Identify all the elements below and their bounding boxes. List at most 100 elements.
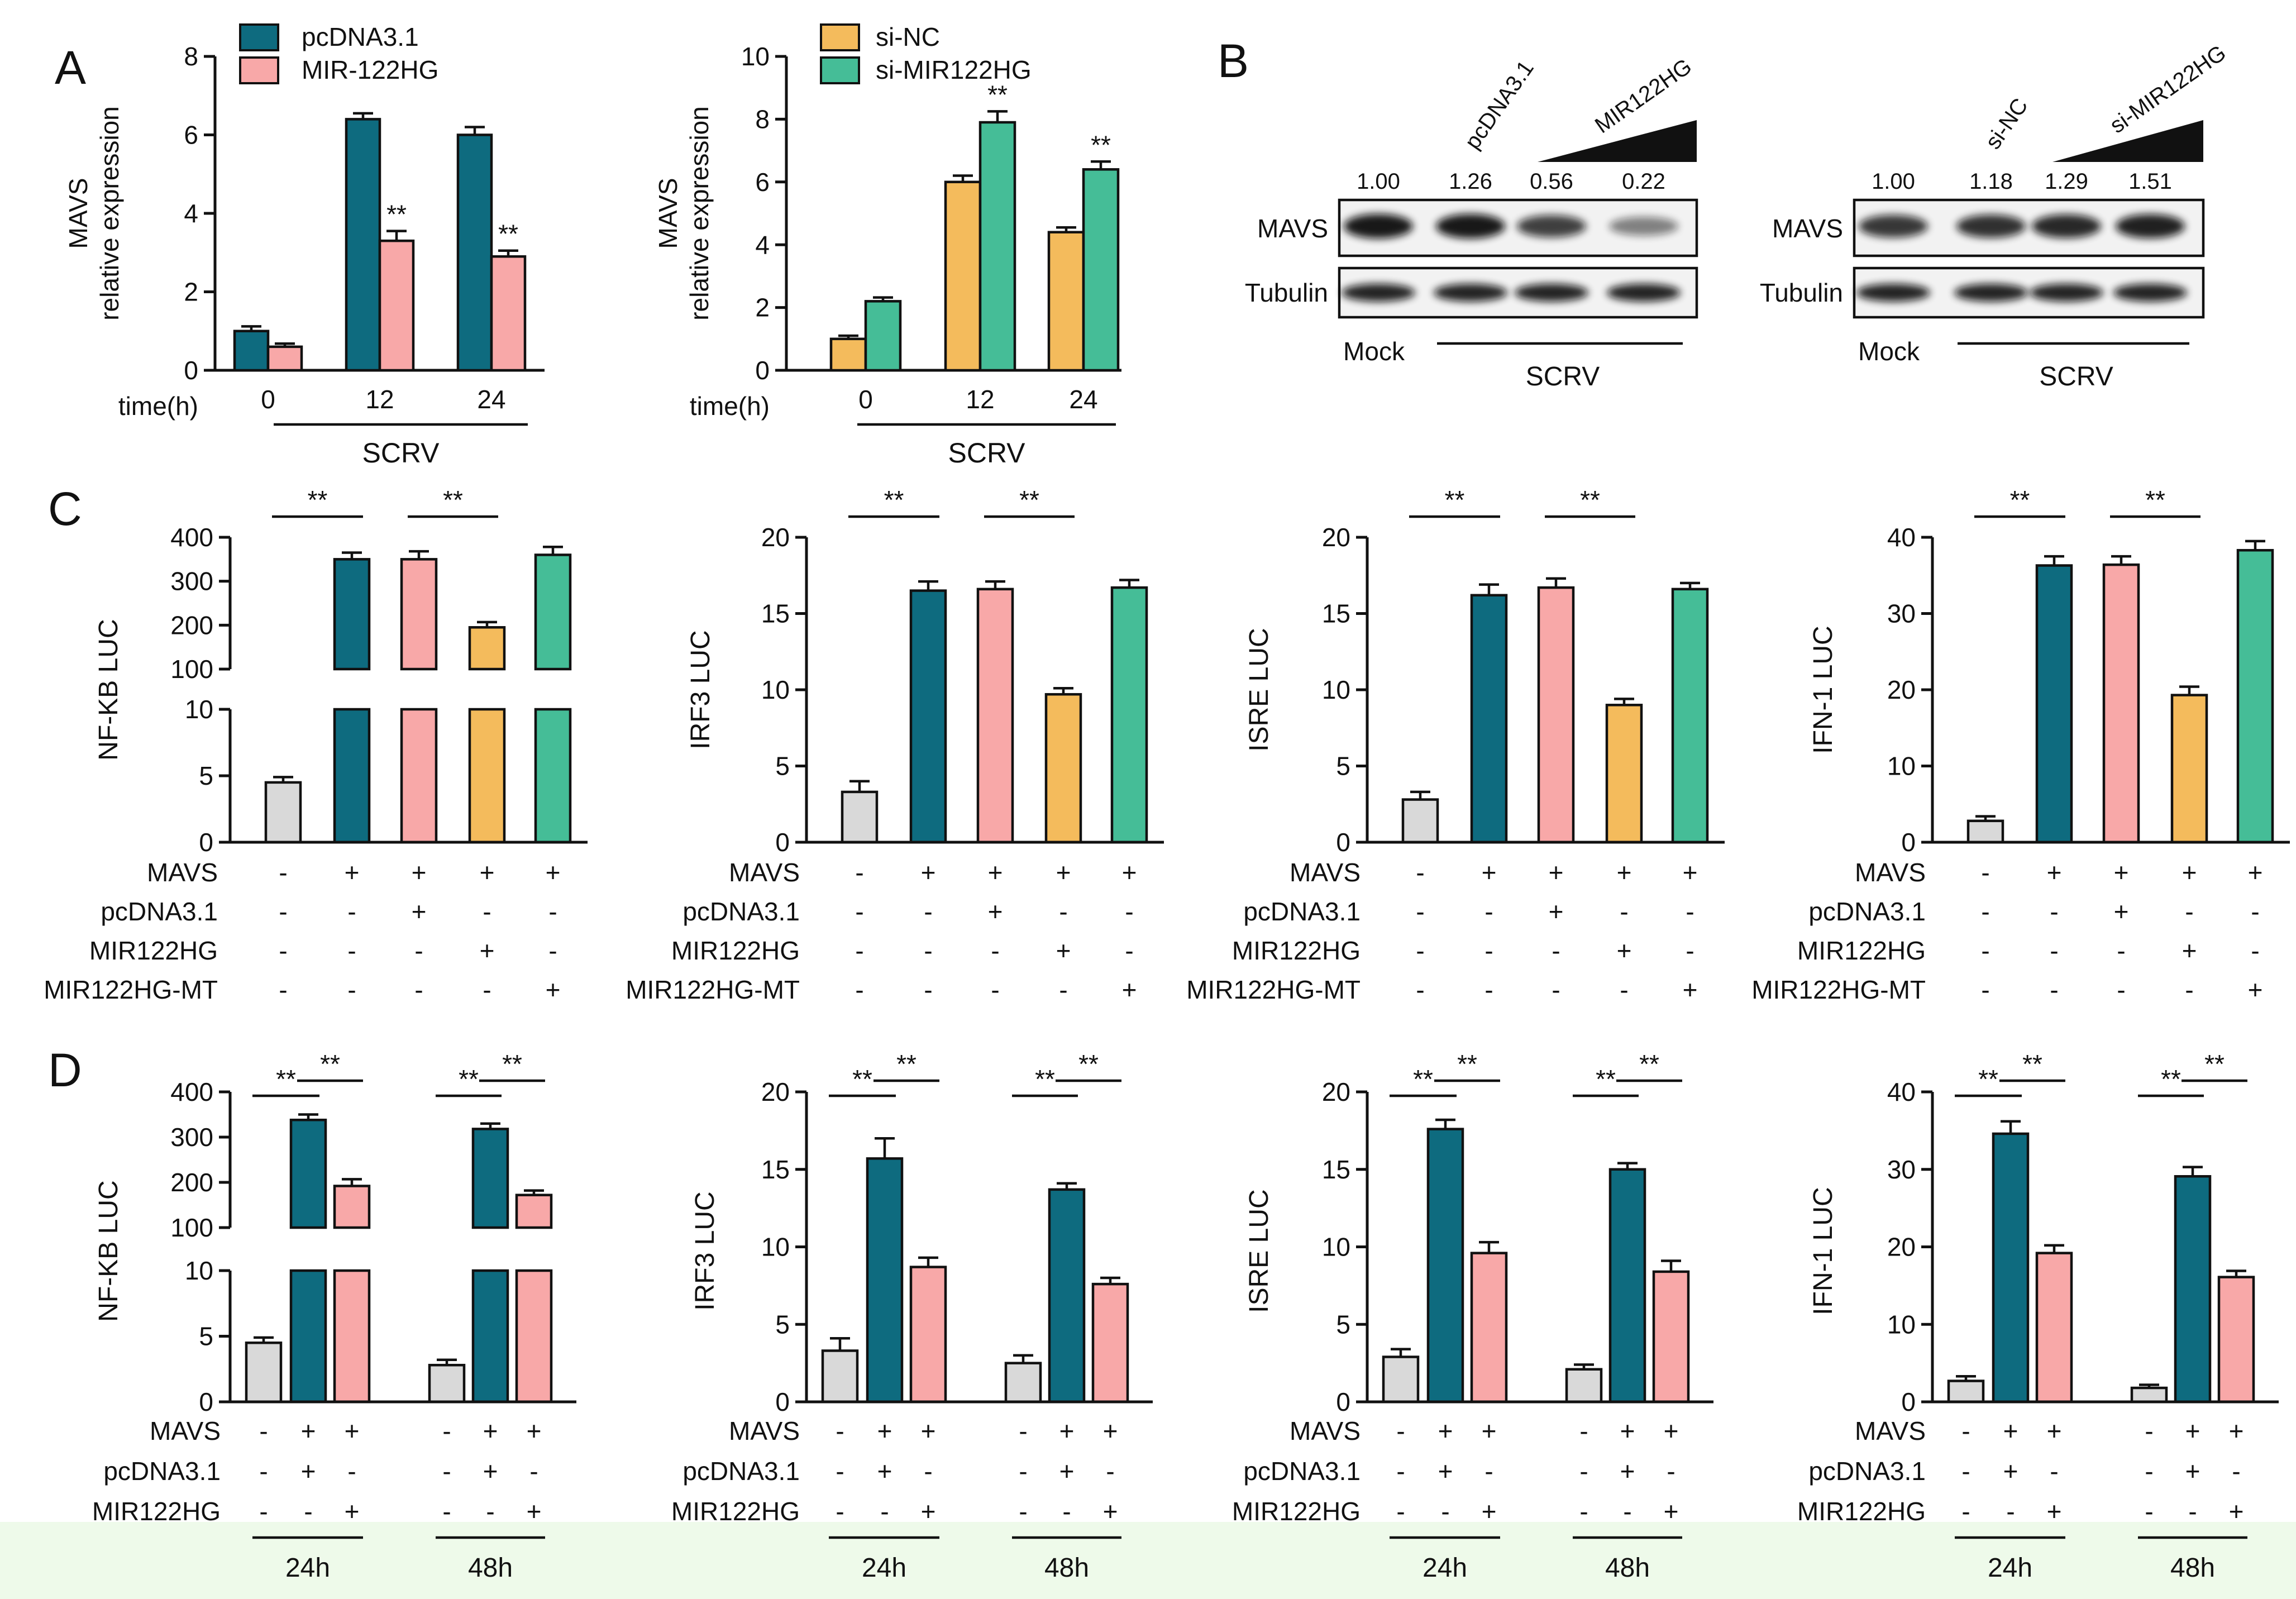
y-tick-label: 0 [1901, 828, 1916, 857]
sig-label: ** [2161, 1065, 2181, 1094]
treatment-mark: - [442, 1416, 451, 1445]
treatment-mark: + [1438, 1457, 1453, 1486]
y-tick-label: 10 [185, 695, 213, 724]
treatment-mark: - [2050, 936, 2058, 965]
x-tick-label: 0 [261, 385, 275, 414]
tubulin-band [1954, 284, 2028, 302]
treatment-mark: - [1416, 936, 1424, 965]
sig-label: ** [2204, 1049, 2225, 1078]
treatment-mark: + [988, 858, 1003, 887]
bar-upper-segment [534, 553, 572, 671]
sig-label: ** [459, 1065, 479, 1094]
bar [1565, 1368, 1603, 1404]
y-tick-label: 2 [184, 278, 198, 307]
tubulin-band [1856, 284, 1930, 302]
treatment-mark: + [921, 1497, 936, 1526]
y-axis-title: IRF3 LUC [686, 630, 715, 749]
bar-upper-segment [333, 558, 371, 671]
sig-label: ** [276, 1065, 296, 1094]
treatment-mark: - [529, 1457, 538, 1486]
treatment-mark: - [2050, 897, 2058, 926]
treatment-row-label: pcDNA3.1 [682, 897, 800, 926]
treatment-mark: - [1416, 975, 1424, 1004]
scrv-caption: SCRV [362, 437, 440, 469]
treatment-mark: + [2047, 858, 2062, 887]
treatment-mark: + [345, 1497, 360, 1526]
treatment-mark: - [880, 1497, 889, 1526]
treatment-mark: - [347, 975, 356, 1004]
y-tick-label: 10 [185, 1256, 213, 1285]
y-axis-title: NF-KB LUC [94, 619, 123, 760]
panel-letter-c: C [48, 483, 82, 535]
sig-label: ** [852, 1065, 872, 1094]
bar [1537, 586, 1575, 844]
treatment-mark: + [988, 897, 1003, 926]
treatment-mark: + [345, 858, 360, 887]
bar-si-mir122hg-0h [864, 300, 902, 372]
y-tick-label: 0 [775, 1387, 790, 1416]
treatment-mark: + [1683, 858, 1698, 887]
treatment-row-label: MIR122HG-MT [626, 975, 800, 1004]
treatment-row-label: MAVS [1290, 1416, 1361, 1445]
y-tick-label: 0 [1901, 1387, 1916, 1416]
scrv-caption: SCRV [1526, 362, 1600, 392]
treatment-mark: + [1549, 858, 1564, 887]
treatment-mark: + [2248, 975, 2263, 1004]
bar-lower-segment [333, 708, 371, 844]
treatment-mark: + [1122, 858, 1137, 887]
treatment-row-label: pcDNA3.1 [1243, 1457, 1361, 1486]
y-tick-label: 4 [755, 230, 770, 259]
sig-label: ** [2145, 485, 2165, 514]
mavs-band [1344, 214, 1413, 238]
time-group-label: 48h [1044, 1553, 1089, 1583]
y-tick-label: 4 [184, 199, 198, 228]
treatment-mark: - [1396, 1497, 1405, 1526]
band-quant-label: 0.22 [1622, 169, 1665, 194]
treatment-mark: - [1441, 1497, 1449, 1526]
y-tick-label: 10 [1887, 1310, 1916, 1339]
treatment-mark: - [259, 1497, 268, 1526]
tubulin-band [2030, 284, 2103, 302]
treatment-mark: - [836, 1497, 844, 1526]
treatment-mark: - [1396, 1416, 1405, 1445]
bar-si-nc-12h [944, 180, 982, 372]
treatment-mark: - [259, 1457, 268, 1486]
y-tick-label: 5 [199, 761, 213, 790]
y-tick-label: 10 [1322, 1233, 1350, 1262]
y-tick-label: 0 [755, 356, 770, 385]
y-tick-label: 0 [184, 356, 198, 385]
treatment-mark: - [1981, 975, 1989, 1004]
treatment-mark: - [2050, 1457, 2058, 1486]
bar [1947, 1380, 1985, 1404]
bar-lower-segment [289, 1269, 327, 1404]
chart-d4: 0 10 20 30 40 ** ** ** ** IFN-1 LUC MAVS - + + - + + pcDN… [1797, 1049, 2279, 1583]
treatment-mark: + [1617, 858, 1632, 887]
treatment-mark: - [1484, 897, 1493, 926]
sig-label: ** [987, 80, 1008, 109]
treatment-mark: + [1103, 1497, 1118, 1526]
treatment-mark: - [1981, 858, 1989, 887]
y-tick-label: 10 [741, 42, 770, 71]
y-axis-title: MAVS [653, 178, 682, 249]
treatment-mark: - [1552, 936, 1560, 965]
treatment-mark: - [2185, 975, 2193, 1004]
y-tick-label: 200 [170, 1168, 213, 1197]
treatment-mark: - [1552, 975, 1560, 1004]
y-tick-label: 5 [775, 1310, 790, 1339]
y-axis-title: NF-KB LUC [94, 1180, 123, 1321]
y-tick-label: 0 [1336, 1387, 1350, 1416]
bar [1966, 819, 2004, 844]
treatment-row-label: MAVS [150, 1416, 221, 1445]
treatment-mark: - [1620, 975, 1628, 1004]
western-blot-2: si-NC si-MIR122HG 1.00 1.18 1.29 1.51 MAVS Tubu… [1760, 40, 2231, 392]
treatment-mark: - [1981, 936, 1989, 965]
treatment-mark: + [1122, 975, 1137, 1004]
treatment-mark: + [2229, 1416, 2244, 1445]
sig-label: ** [1091, 130, 1111, 159]
treatment-mark: + [2185, 1416, 2200, 1445]
treatment-mark: - [2117, 975, 2125, 1004]
x-axis-title: time(h) [118, 392, 198, 421]
bar-lower-segment [534, 708, 572, 844]
treatment-row-label: MIR122HG [1232, 1497, 1361, 1526]
bar-upper-segment [333, 1185, 371, 1229]
